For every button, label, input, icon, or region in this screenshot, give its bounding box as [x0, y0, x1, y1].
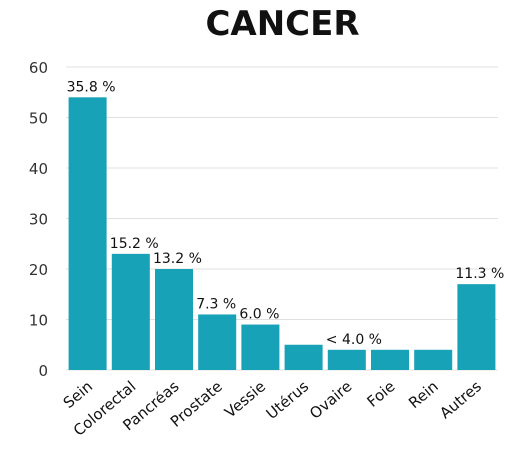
y-tick-label: 20 [29, 261, 48, 279]
bar-vessie [241, 324, 280, 370]
bar-sein [68, 97, 107, 371]
data-label: 6.0 % [239, 307, 279, 323]
bar-rein [414, 349, 453, 370]
data-label: < 4.0 % [326, 332, 382, 348]
chart-title: CANCER [205, 4, 360, 44]
bar-autres [457, 284, 496, 370]
y-tick-label: 50 [29, 110, 48, 128]
y-tick-label: 30 [29, 211, 48, 229]
x-tick-label: Sein [60, 377, 96, 412]
x-tick-label: Utérus [263, 377, 313, 423]
x-tick-label: Rein [405, 377, 442, 412]
bar-prostate [198, 314, 237, 370]
bar-foie [370, 349, 410, 370]
data-label: 11.3 % [455, 266, 504, 282]
bar-colorectal [111, 253, 150, 370]
x-tick-label: Vessie [221, 377, 269, 421]
y-tick-label: 40 [29, 160, 48, 178]
data-label: 7.3 % [196, 296, 236, 312]
y-tick-label: 10 [29, 312, 48, 330]
x-tick-label: Foie [364, 377, 399, 411]
bar-pancréas [154, 269, 194, 370]
x-tick-label: Ovaire [306, 377, 355, 422]
x-tick-label: Autres [436, 377, 485, 422]
y-tick-label: 0 [38, 362, 48, 380]
y-tick-label: 60 [29, 59, 48, 77]
bar-utérus [284, 344, 323, 370]
data-label: 13.2 % [153, 251, 202, 267]
bar-ovaire [327, 349, 366, 370]
data-label: 35.8 % [67, 79, 116, 95]
data-label: 15.2 % [110, 236, 159, 252]
